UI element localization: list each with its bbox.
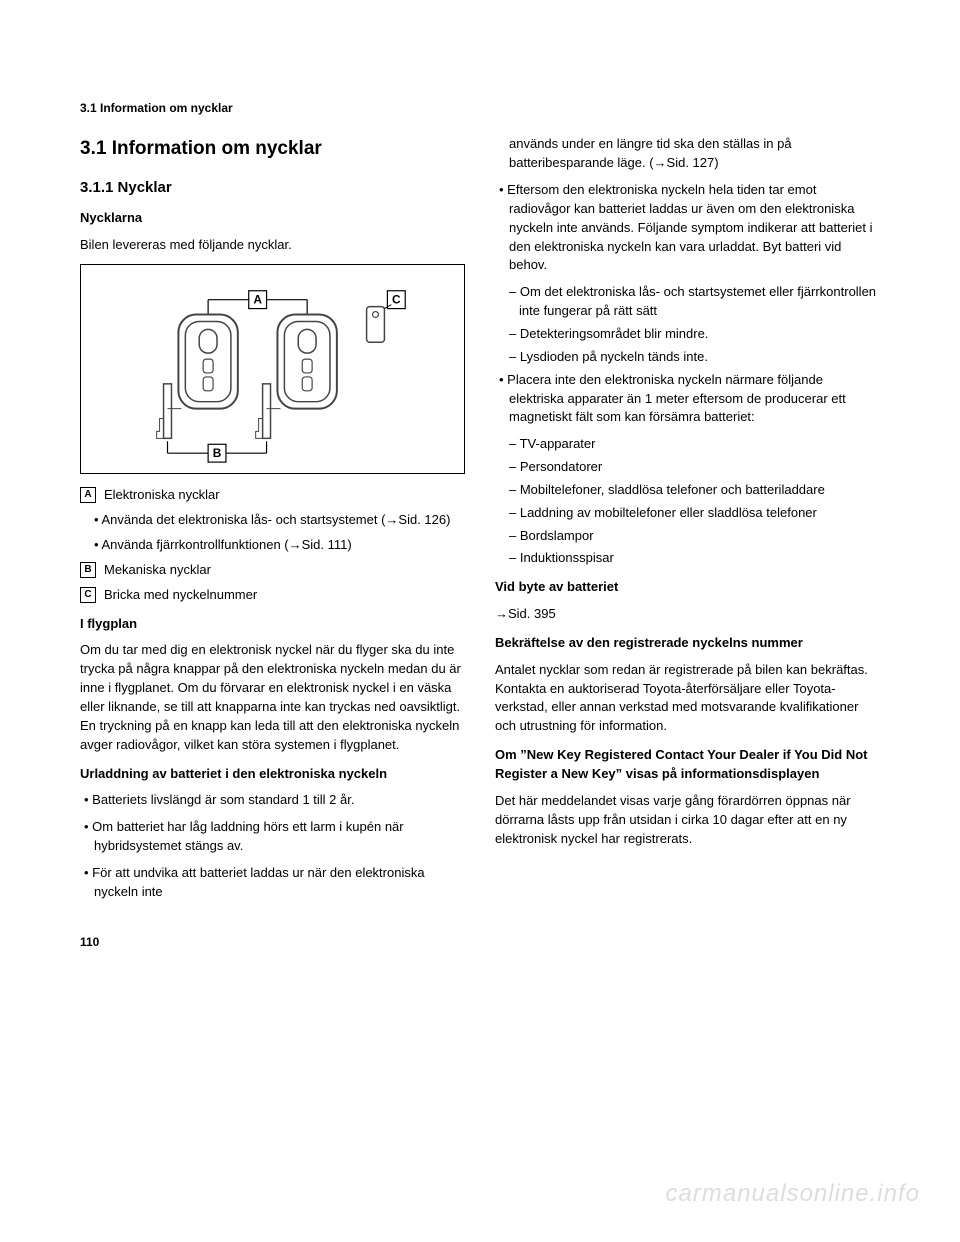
key-figure: A: [80, 264, 465, 474]
callout-box-b: B: [80, 562, 96, 578]
left-column: 3.1 Information om nycklar 3.1.1 Nycklar…: [80, 135, 465, 909]
key-illustration: A: [81, 265, 464, 473]
bekraft-heading: Bekräftelse av den registrerade nyckelns…: [495, 634, 880, 653]
newkey-body: Det här meddelandet visas varje gång för…: [495, 792, 880, 849]
callout-a-sub1: Använda det elektroniska lås- och starts…: [80, 511, 465, 530]
figure-label-c: C: [392, 293, 401, 307]
col2-b2-d2: Detekteringsområdet blir mindre.: [495, 325, 880, 344]
running-header: 3.1 Information om nycklar: [80, 100, 880, 117]
callout-a-sub2: Använda fjärrkontrollfunktionen (→Sid. 1…: [80, 536, 465, 555]
nycklarna-heading: Nycklarna: [80, 209, 465, 228]
callout-c-text: Bricka med nyckelnummer: [104, 586, 257, 605]
figure-label-b: B: [213, 447, 222, 461]
urladdning-b1: Batteriets livslängd är som standard 1 t…: [80, 791, 465, 810]
col2-b3-d2: Persondatorer: [495, 458, 880, 477]
callout-c: C Bricka med nyckelnummer: [80, 586, 465, 605]
col2-continuation: används under en längre tid ska den stäl…: [495, 135, 880, 173]
col2-b2: Eftersom den elektroniska nyckeln hela t…: [495, 181, 880, 275]
subsection-title: 3.1.1 Nycklar: [80, 177, 465, 199]
vidbyte-body: →Sid. 395: [495, 605, 880, 624]
col2-b3-d6: Induktionsspisar: [495, 549, 880, 568]
flygplan-body: Om du tar med dig en elektronisk nyckel …: [80, 641, 465, 754]
callout-a: A Elektroniska nycklar: [80, 486, 465, 505]
col2-b3-d3: Mobiltelefoner, sladdlösa telefoner och …: [495, 481, 880, 500]
col2-b3-d4: Laddning av mobiltelefoner eller sladdlö…: [495, 504, 880, 523]
flygplan-heading: I flygplan: [80, 615, 465, 634]
vidbyte-heading: Vid byte av batteriet: [495, 578, 880, 597]
urladdning-b3: För att undvika att batteriet laddas ur …: [80, 864, 465, 902]
urladdning-heading: Urladdning av batteriet i den elektronis…: [80, 765, 465, 784]
page-number: 110: [80, 934, 880, 951]
callout-b-text: Mekaniska nycklar: [104, 561, 211, 580]
callout-box-c: C: [80, 587, 96, 603]
section-title: 3.1 Information om nycklar: [80, 135, 465, 163]
content-columns: 3.1 Information om nycklar 3.1.1 Nycklar…: [80, 135, 880, 909]
intro-text: Bilen levereras med följande nycklar.: [80, 236, 465, 255]
figure-label-a: A: [253, 293, 262, 307]
watermark: carmanualsonline.info: [666, 1177, 920, 1212]
col2-b3-d5: Bordslampor: [495, 527, 880, 546]
col2-b2-d3: Lysdioden på nyckeln tänds inte.: [495, 348, 880, 367]
callout-box-a: A: [80, 487, 96, 503]
right-column: används under en längre tid ska den stäl…: [495, 135, 880, 909]
callout-b: B Mekaniska nycklar: [80, 561, 465, 580]
bekraft-body: Antalet nycklar som redan är registrerad…: [495, 661, 880, 736]
col2-b3-d1: TV-apparater: [495, 435, 880, 454]
urladdning-b2: Om batteriet har låg laddning hörs ett l…: [80, 818, 465, 856]
col2-b2-d1: Om det elektroniska lås- och startsystem…: [495, 283, 880, 321]
callout-a-text: Elektroniska nycklar: [104, 486, 220, 505]
newkey-heading: Om ”New Key Registered Contact Your Deal…: [495, 746, 880, 784]
col2-b3: Placera inte den elektroniska nyckeln nä…: [495, 371, 880, 428]
